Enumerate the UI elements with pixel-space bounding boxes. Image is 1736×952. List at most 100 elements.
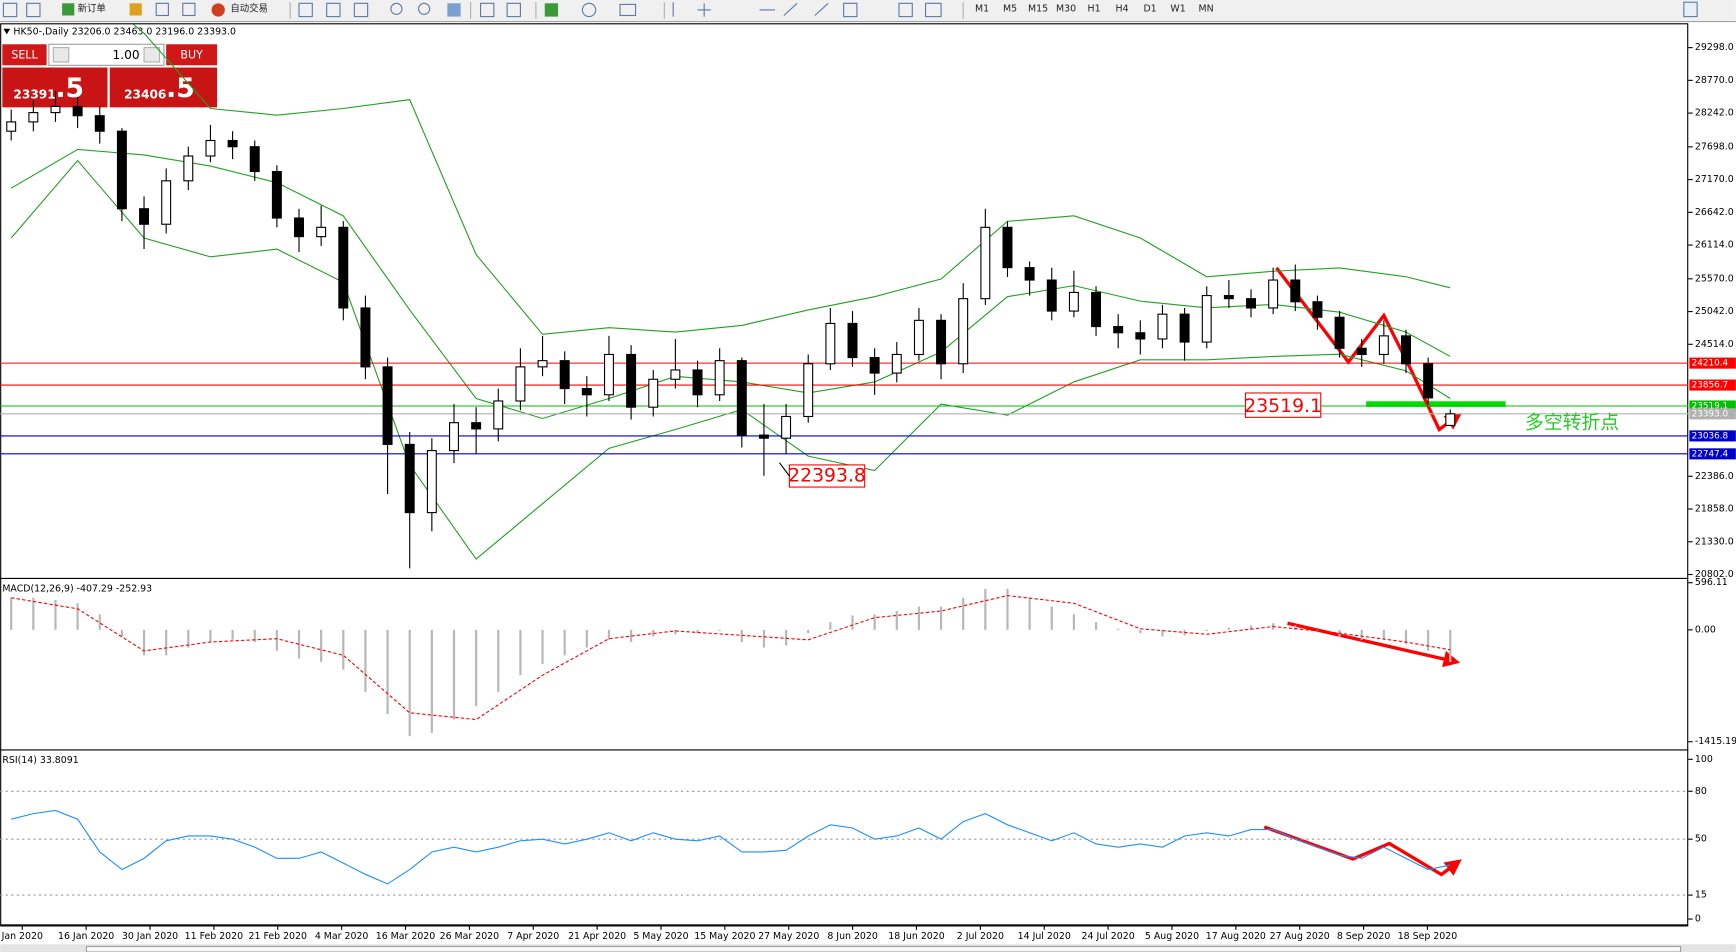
divergence-arrow — [1287, 621, 1461, 668]
macd-signal — [11, 594, 1451, 721]
bid-price[interactable]: 23391 — [13, 88, 55, 102]
candle-body — [714, 360, 725, 396]
candle-body — [736, 360, 747, 436]
candle-body — [559, 360, 570, 390]
chart-title: HK50-,Daily 23206.0 23463.0 23196.0 2339… — [13, 27, 236, 38]
candle-body — [161, 180, 172, 225]
candle-body — [936, 319, 947, 365]
timeframe-button[interactable]: M1 — [975, 3, 989, 14]
candle-body — [6, 121, 17, 132]
auto-trading-button[interactable]: 自动交易 — [230, 2, 268, 14]
x-tick-label: 7 Apr 2020 — [507, 931, 559, 942]
y-tick-label: 22386.0 — [1695, 471, 1734, 482]
x-tick-label: 2 Jul 2020 — [957, 931, 1004, 942]
x-tick-label: 5 Aug 2020 — [1145, 931, 1199, 942]
trade-panel: SELL 1.00 BUY 23391 .5 23406 .5 — [2, 43, 218, 108]
x-tick-label: Jan 2020 — [1, 931, 43, 942]
x-tick-label: 21 Feb 2020 — [249, 931, 307, 942]
timeframe-button[interactable]: W1 — [1170, 3, 1185, 14]
timeframe-button[interactable]: M30 — [1056, 3, 1076, 14]
timeframe-button[interactable]: D1 — [1143, 3, 1156, 14]
candle-body — [360, 307, 371, 368]
annotation: 多空转折点 — [1525, 411, 1619, 433]
candle-body — [471, 422, 482, 430]
timeframe-button[interactable]: H4 — [1116, 3, 1129, 14]
volume-input[interactable] — [48, 43, 165, 66]
price-tag-label: 23519.1 — [1692, 401, 1729, 411]
y-tick-label: 25570.0 — [1695, 273, 1734, 284]
timeframe-button[interactable]: M5 — [1003, 3, 1017, 14]
scroll-bar — [85, 945, 1682, 952]
y-tick-label: 25042.0 — [1695, 306, 1734, 317]
y-tick-label: 50 — [1695, 834, 1707, 845]
price-tag — [1689, 357, 1736, 369]
y-tick-label: 27698.0 — [1695, 141, 1734, 152]
ask-box[interactable] — [109, 67, 218, 108]
y-tick-label: 29298.0 — [1695, 42, 1734, 53]
volume-up[interactable] — [143, 47, 161, 63]
bid-fraction[interactable]: .5 — [55, 73, 84, 104]
timeframe-button[interactable]: M15 — [1028, 3, 1048, 14]
candle-body — [1068, 291, 1079, 312]
candle-body — [493, 400, 504, 430]
rsi-line — [11, 809, 1451, 885]
ask-price[interactable]: 23406 — [124, 88, 166, 102]
candle-body — [205, 139, 216, 157]
sell-button[interactable] — [2, 44, 47, 66]
candle-body — [692, 369, 703, 396]
price-tag-label: 23856.7 — [1692, 381, 1729, 391]
price-tag — [1689, 379, 1736, 391]
annotation: 23519.1 — [1244, 396, 1322, 417]
candle-body — [1334, 316, 1345, 349]
new-order-button[interactable]: 新订单 — [78, 2, 106, 14]
candle-body — [515, 366, 526, 402]
x-tick-label: 8 Sep 2020 — [1337, 931, 1391, 942]
x-tick-label: 17 Aug 2020 — [1206, 931, 1266, 942]
candle-body — [1002, 226, 1013, 269]
x-tick-label: 15 May 2020 — [694, 931, 755, 942]
candle-body — [116, 130, 127, 210]
candle-body — [869, 357, 880, 374]
ask-fraction[interactable]: .5 — [166, 73, 195, 104]
volume-value[interactable]: 1.00 — [113, 48, 140, 62]
candle-body — [891, 353, 902, 374]
candle-body — [271, 170, 282, 219]
x-tick-label: 21 Apr 2020 — [568, 931, 626, 942]
candle-body — [1445, 413, 1456, 426]
x-tick-label: 8 Jun 2020 — [827, 931, 878, 942]
toolbar — [0, 0, 1736, 22]
candle-body — [803, 363, 814, 418]
candle-body — [913, 319, 924, 356]
buy-button[interactable] — [166, 44, 218, 66]
candle-body — [1024, 267, 1035, 281]
x-tick-label: 18 Jun 2020 — [888, 931, 945, 942]
volume-down[interactable] — [52, 47, 70, 63]
candle-body — [382, 366, 393, 445]
y-tick-label: 26642.0 — [1695, 207, 1734, 218]
bid-box[interactable] — [2, 67, 108, 108]
y-tick-label: 15 — [1695, 890, 1707, 901]
y-tick-label: 24514.0 — [1695, 339, 1734, 350]
timeframe-button[interactable]: H1 — [1088, 3, 1101, 14]
y-tick-label: 26114.0 — [1695, 240, 1734, 251]
sell-label[interactable]: SELL — [11, 48, 38, 61]
annotation-leader — [778, 462, 790, 477]
x-tick-label: 30 Jan 2020 — [122, 931, 178, 942]
x-tick-label: 14 Jul 2020 — [1018, 931, 1071, 942]
x-tick-label: 18 Sep 2020 — [1398, 931, 1458, 942]
x-tick-label: 27 Aug 2020 — [1270, 931, 1330, 942]
buy-label[interactable]: BUY — [180, 48, 203, 61]
timeframe-button[interactable]: MN — [1199, 3, 1214, 14]
candle-body — [980, 226, 991, 300]
candle-body — [648, 378, 659, 408]
x-tick-label: 16 Mar 2020 — [376, 931, 436, 942]
candle-body — [249, 146, 260, 173]
rsi-arrow — [1263, 825, 1462, 877]
y-tick-label: 21858.0 — [1695, 504, 1734, 515]
annotation: 22393.8 — [788, 466, 866, 487]
candle-body — [294, 217, 304, 238]
price-tag-label: 24210.4 — [1692, 359, 1729, 369]
candle-body — [50, 105, 61, 114]
candle-body — [426, 450, 437, 514]
